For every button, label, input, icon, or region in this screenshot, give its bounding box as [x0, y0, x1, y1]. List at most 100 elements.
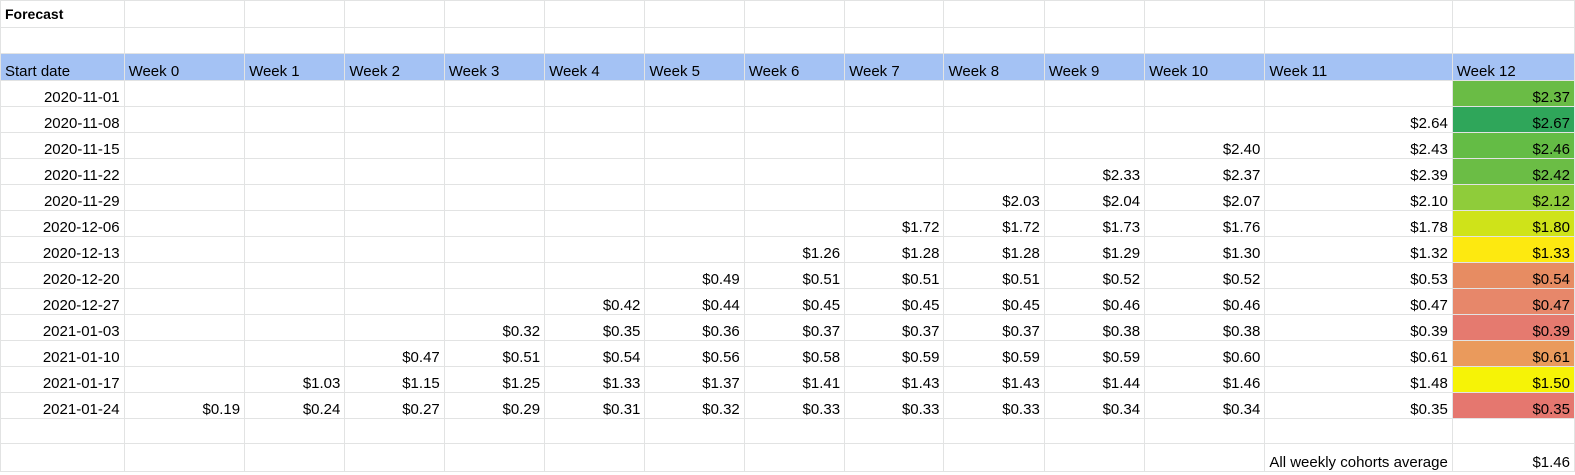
cell[interactable]	[1043, 418, 1146, 444]
value-cell[interactable]	[644, 158, 745, 185]
value-cell[interactable]: $2.33	[1043, 158, 1146, 185]
cell[interactable]	[443, 418, 546, 444]
value-cell[interactable]	[644, 236, 745, 263]
cell[interactable]	[344, 0, 445, 28]
value-cell[interactable]: $1.37	[644, 366, 745, 393]
cell[interactable]	[344, 418, 445, 444]
week12-value-cell[interactable]: $0.39	[1451, 314, 1575, 341]
value-cell[interactable]: $0.31	[544, 392, 646, 419]
value-cell[interactable]: $0.33	[943, 392, 1045, 419]
value-cell[interactable]	[344, 314, 445, 341]
cell[interactable]	[443, 443, 546, 472]
week12-value-cell[interactable]: $0.47	[1451, 288, 1575, 315]
value-cell[interactable]: $0.37	[743, 314, 846, 341]
cell[interactable]	[544, 27, 646, 54]
start-date-cell[interactable]: 2020-12-20	[0, 262, 125, 289]
cell[interactable]	[1144, 27, 1266, 54]
value-cell[interactable]	[443, 288, 546, 315]
value-cell[interactable]: $2.43	[1264, 132, 1453, 159]
cell[interactable]	[1264, 0, 1453, 28]
header-week-9[interactable]: Week 9	[1043, 53, 1146, 81]
header-week-1[interactable]: Week 1	[244, 53, 346, 81]
value-cell[interactable]	[743, 80, 846, 107]
value-cell[interactable]: $0.32	[443, 314, 546, 341]
value-cell[interactable]	[123, 236, 246, 263]
value-cell[interactable]: $0.33	[844, 392, 945, 419]
value-cell[interactable]: $1.78	[1264, 210, 1453, 237]
header-week-11[interactable]: Week 11	[1264, 53, 1453, 81]
cell[interactable]	[544, 0, 646, 28]
cell[interactable]	[0, 443, 125, 472]
week12-value-cell[interactable]: $2.42	[1451, 158, 1575, 185]
header-week-8[interactable]: Week 8	[943, 53, 1045, 81]
value-cell[interactable]	[743, 210, 846, 237]
value-cell[interactable]	[344, 210, 445, 237]
value-cell[interactable]	[244, 132, 346, 159]
value-cell[interactable]: $2.07	[1144, 184, 1266, 211]
cell[interactable]	[743, 0, 846, 28]
value-cell[interactable]	[844, 80, 945, 107]
value-cell[interactable]: $0.44	[644, 288, 745, 315]
header-week-12[interactable]: Week 12	[1451, 53, 1575, 81]
value-cell[interactable]	[344, 80, 445, 107]
cell[interactable]	[443, 27, 546, 54]
start-date-cell[interactable]: 2020-12-06	[0, 210, 125, 237]
value-cell[interactable]	[443, 106, 546, 133]
value-cell[interactable]: $0.19	[123, 392, 246, 419]
value-cell[interactable]: $1.26	[743, 236, 846, 263]
value-cell[interactable]	[244, 340, 346, 367]
cell[interactable]	[344, 443, 445, 472]
value-cell[interactable]: $0.27	[344, 392, 445, 419]
start-date-cell[interactable]: 2020-11-08	[0, 106, 125, 133]
cell[interactable]	[544, 418, 646, 444]
value-cell[interactable]	[244, 288, 346, 315]
cell[interactable]	[123, 443, 246, 472]
value-cell[interactable]: $2.03	[943, 184, 1045, 211]
value-cell[interactable]: $1.25	[443, 366, 546, 393]
value-cell[interactable]	[844, 106, 945, 133]
value-cell[interactable]	[344, 184, 445, 211]
value-cell[interactable]: $0.42	[544, 288, 646, 315]
value-cell[interactable]	[123, 314, 246, 341]
week12-value-cell[interactable]: $1.80	[1451, 210, 1575, 237]
value-cell[interactable]: $2.37	[1144, 158, 1266, 185]
value-cell[interactable]	[123, 132, 246, 159]
week12-value-cell[interactable]: $1.50	[1451, 366, 1575, 393]
value-cell[interactable]: $0.38	[1144, 314, 1266, 341]
cell[interactable]	[943, 418, 1045, 444]
average-label[interactable]: All weekly cohorts average	[1264, 443, 1453, 472]
value-cell[interactable]: $0.33	[743, 392, 846, 419]
value-cell[interactable]: $1.41	[743, 366, 846, 393]
cell[interactable]	[123, 0, 246, 28]
value-cell[interactable]: $1.43	[943, 366, 1045, 393]
value-cell[interactable]: $0.24	[244, 392, 346, 419]
value-cell[interactable]	[743, 106, 846, 133]
week12-value-cell[interactable]: $2.37	[1451, 80, 1575, 107]
value-cell[interactable]: $0.59	[943, 340, 1045, 367]
cell[interactable]	[1144, 0, 1266, 28]
start-date-cell[interactable]: 2020-11-29	[0, 184, 125, 211]
header-week-0[interactable]: Week 0	[123, 53, 246, 81]
value-cell[interactable]	[123, 340, 246, 367]
cell[interactable]	[844, 443, 945, 472]
value-cell[interactable]: $0.29	[443, 392, 546, 419]
value-cell[interactable]	[344, 262, 445, 289]
value-cell[interactable]	[844, 158, 945, 185]
value-cell[interactable]: $1.28	[844, 236, 945, 263]
value-cell[interactable]: $0.51	[743, 262, 846, 289]
value-cell[interactable]: $1.32	[1264, 236, 1453, 263]
value-cell[interactable]	[1043, 106, 1146, 133]
value-cell[interactable]	[344, 288, 445, 315]
value-cell[interactable]	[244, 210, 346, 237]
value-cell[interactable]: $1.30	[1144, 236, 1266, 263]
value-cell[interactable]: $0.46	[1043, 288, 1146, 315]
cell[interactable]	[1144, 443, 1266, 472]
cell[interactable]	[943, 0, 1045, 28]
value-cell[interactable]: $0.59	[844, 340, 945, 367]
value-cell[interactable]	[123, 210, 246, 237]
value-cell[interactable]: $2.64	[1264, 106, 1453, 133]
value-cell[interactable]	[943, 158, 1045, 185]
value-cell[interactable]: $0.49	[644, 262, 745, 289]
header-week-6[interactable]: Week 6	[743, 53, 846, 81]
cell[interactable]	[0, 418, 125, 444]
